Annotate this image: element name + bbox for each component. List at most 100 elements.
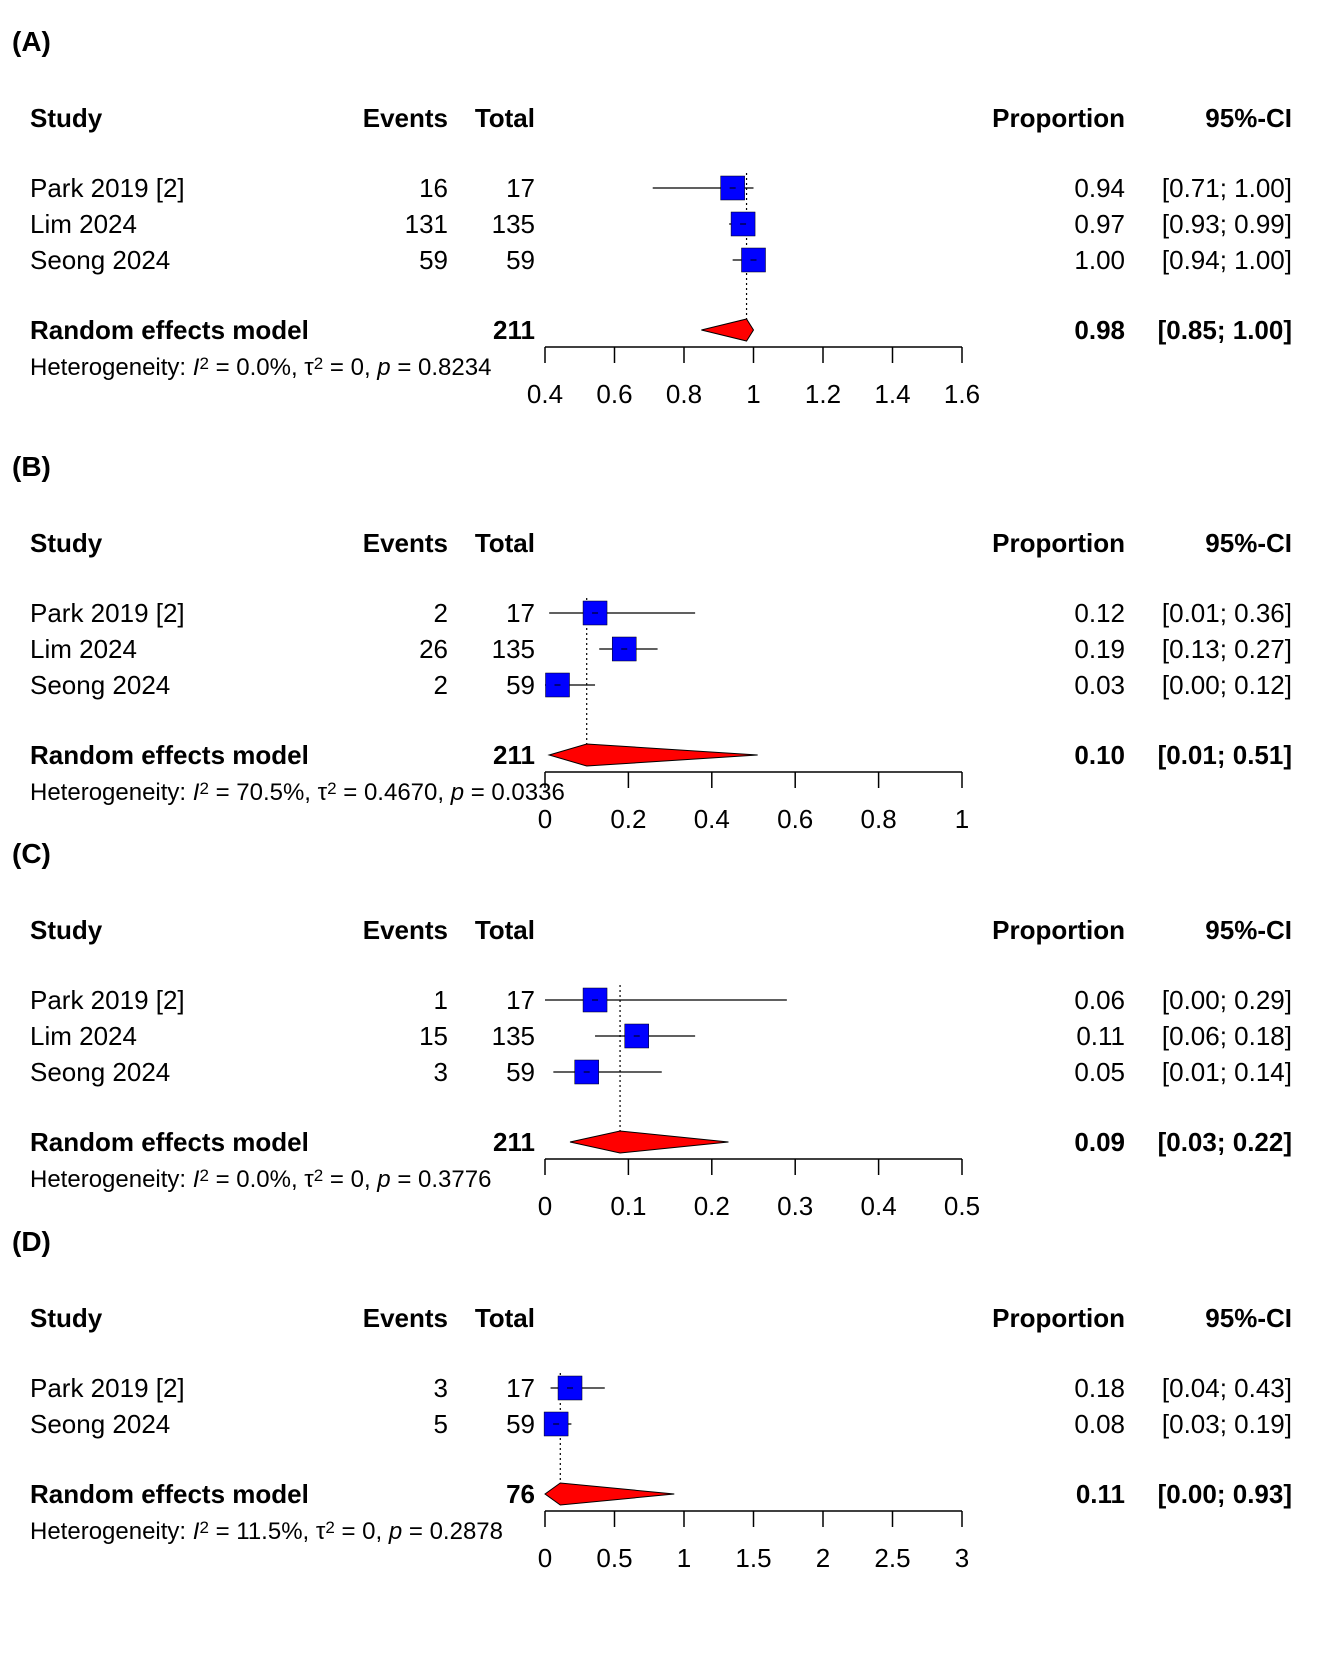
- study-proportion: 0.94: [1074, 173, 1125, 203]
- p-value: = 0.2878: [402, 1518, 503, 1545]
- header-total: Total: [474, 915, 535, 945]
- study-ci: [0.01; 0.14]: [1161, 1057, 1292, 1087]
- model-name: Random effects model: [30, 1479, 309, 1509]
- tau-symbol: τ: [304, 354, 314, 381]
- superscript: 2: [325, 1518, 335, 1537]
- i2-value: = 70.5%,: [208, 779, 318, 806]
- x-tick-label: 1.2: [805, 379, 841, 409]
- p-value: = 0.3776: [390, 1166, 492, 1193]
- model-proportion: 0.11: [1075, 1479, 1125, 1509]
- x-tick-label: 1: [677, 1543, 691, 1573]
- tau2-value: = 0,: [334, 1518, 389, 1545]
- pooled-diamond: [544, 1482, 675, 1506]
- x-tick-label: 3: [955, 1543, 969, 1573]
- study-events: 2: [433, 670, 448, 700]
- p-value: = 0.0336: [464, 779, 565, 806]
- forest-plot: 0 0.2 0.4 0.6 0.8 1: [538, 598, 969, 834]
- superscript: 2: [199, 779, 209, 798]
- header-total: Total: [474, 1303, 535, 1333]
- model-total: 211: [493, 1127, 535, 1157]
- study-total: 59: [506, 1409, 535, 1439]
- heterogeneity-prefix: Heterogeneity:: [30, 354, 193, 381]
- x-tick-label: 0: [538, 1191, 552, 1221]
- x-tick-label: 1.6: [944, 379, 980, 409]
- x-tick-label: 0.2: [610, 804, 646, 834]
- x-tick-label: 0: [538, 1543, 552, 1573]
- tau-symbol: τ: [304, 1166, 314, 1193]
- x-tick-label: 1.5: [735, 1543, 771, 1573]
- p-symbol: p: [388, 1518, 403, 1545]
- study-events: 26: [419, 634, 448, 664]
- study-name: Park 2019 [2]: [30, 598, 185, 628]
- study-ci: [0.00; 0.12]: [1161, 670, 1292, 700]
- study-proportion: 0.03: [1074, 670, 1125, 700]
- header-study: Study: [30, 103, 103, 133]
- forest-panel: (D) Study Events Total Proportion 95%-CI Park …: [0, 1200, 1333, 1620]
- x-tick-label: 0: [538, 804, 552, 834]
- study-total: 17: [506, 985, 535, 1015]
- study-events: 3: [433, 1057, 448, 1087]
- superscript: 2: [327, 779, 337, 798]
- i2-value: = 0.0%,: [208, 354, 305, 381]
- study-total: 59: [506, 670, 535, 700]
- x-tick-label: 0.1: [610, 1191, 646, 1221]
- x-tick-label: 0.2: [694, 1191, 730, 1221]
- header-study: Study: [30, 528, 103, 558]
- study-events: 59: [419, 245, 448, 275]
- superscript: 2: [313, 354, 324, 373]
- study-box: [611, 636, 637, 662]
- study-name: Lim 2024: [30, 209, 137, 239]
- study-total: 17: [506, 173, 535, 203]
- study-events: 5: [433, 1409, 448, 1439]
- study-events: 3: [433, 1373, 448, 1403]
- study-total: 135: [491, 634, 535, 664]
- pooled-diamond: [569, 1130, 729, 1154]
- i2-symbol: I: [192, 779, 200, 806]
- header-ci: 95%-CI: [1205, 103, 1292, 133]
- study-events: 131: [404, 209, 448, 239]
- model-total: 211: [493, 740, 535, 770]
- superscript: 2: [199, 1518, 209, 1537]
- tau-symbol: τ: [317, 779, 328, 806]
- study-name: Park 2019 [2]: [30, 985, 185, 1015]
- study-events: 15: [419, 1021, 448, 1051]
- study-name: Seong 2024: [30, 245, 171, 275]
- x-tick-label: 0.5: [596, 1543, 632, 1573]
- study-proportion: 0.06: [1074, 985, 1125, 1015]
- panel-label: (C): [12, 838, 51, 869]
- header-events: Events: [362, 528, 448, 558]
- study-ci: [0.01; 0.36]: [1161, 598, 1292, 628]
- heterogeneity-text: Heterogeneity: I2 = 70.5%, τ2 = 0.4670, …: [30, 778, 565, 808]
- study-events: 1: [433, 985, 448, 1015]
- study-proportion: 0.08: [1074, 1409, 1125, 1439]
- heterogeneity-text: Heterogeneity: I2 = 0.0%, τ2 = 0, p = 0.…: [30, 1165, 491, 1195]
- study-proportion: 0.05: [1074, 1057, 1125, 1087]
- forest-plot: 0 0.1 0.2 0.3 0.4 0.5: [538, 985, 980, 1221]
- header-proportion: Proportion: [992, 915, 1125, 945]
- i2-value: = 11.5%,: [208, 1518, 316, 1545]
- model-ci: [0.01; 0.51]: [1157, 740, 1292, 770]
- study-events: 2: [433, 598, 448, 628]
- study-ci: [0.94; 1.00]: [1161, 245, 1292, 275]
- tau2-value: = 0,: [323, 1166, 378, 1193]
- x-tick-label: 0.3: [777, 1191, 813, 1221]
- forest-panel: (A) Study Events Total Proportion 95%-CI Park …: [0, 0, 1333, 420]
- p-value: = 0.8234: [390, 354, 492, 381]
- model-proportion: 0.10: [1074, 740, 1125, 770]
- study-ci: [0.00; 0.29]: [1161, 985, 1292, 1015]
- panel-label: (B): [12, 451, 51, 482]
- pooled-diamond: [701, 318, 755, 342]
- study-total: 17: [506, 1373, 535, 1403]
- study-total: 135: [491, 1021, 535, 1051]
- study-name: Seong 2024: [30, 670, 171, 700]
- study-proportion: 0.97: [1074, 209, 1125, 239]
- heterogeneity-prefix: Heterogeneity:: [30, 1166, 193, 1193]
- i2-symbol: I: [192, 1166, 200, 1193]
- x-tick-label: 1: [955, 804, 969, 834]
- header-ci: 95%-CI: [1205, 528, 1292, 558]
- model-ci: [0.03; 0.22]: [1157, 1127, 1292, 1157]
- model-name: Random effects model: [30, 740, 309, 770]
- header-ci: 95%-CI: [1205, 915, 1292, 945]
- model-proportion: 0.09: [1074, 1127, 1125, 1157]
- p-symbol: p: [450, 779, 465, 806]
